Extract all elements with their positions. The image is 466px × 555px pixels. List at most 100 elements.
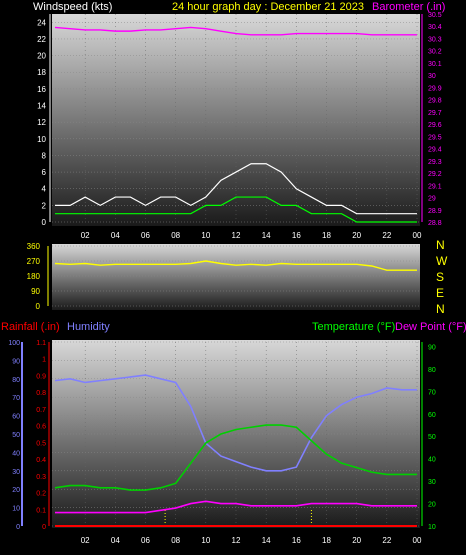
- compass-label-3: E: [436, 286, 444, 300]
- humidity-y-tick-5: 50: [12, 432, 20, 439]
- temp-x-tick-2: 06: [141, 536, 150, 545]
- temp-x-tick-8: 18: [322, 536, 331, 545]
- rain-y-tick-4: 0.4: [36, 457, 46, 464]
- humidity-y-tick-2: 20: [12, 487, 20, 494]
- temp-x-tick-9: 20: [352, 536, 361, 545]
- direction-y-tick-2: 180: [27, 272, 41, 281]
- rain-y-tick-3: 0.3: [36, 474, 46, 481]
- wind-x-tick-1: 04: [111, 231, 120, 240]
- baro-y-tick-14: 30.2: [428, 49, 442, 56]
- temp-x-tick-6: 14: [262, 536, 271, 545]
- temp-x-tick-7: 16: [292, 536, 301, 545]
- compass-label-1: W: [436, 254, 448, 268]
- temp-x-tick-0: 02: [81, 536, 90, 545]
- wind-x-tick-7: 16: [292, 231, 301, 240]
- ylabel-windspeed: Windspeed (kts): [33, 1, 112, 13]
- temp-y-tick-1: 20: [428, 502, 436, 509]
- temp-x-tick-1: 04: [111, 536, 120, 545]
- wind-y-tick-4: 8: [42, 151, 47, 160]
- rain-y-tick-8: 0.8: [36, 390, 46, 397]
- temp-x-tick-11: 00: [413, 536, 422, 545]
- baro-y-tick-16: 30.4: [428, 24, 442, 31]
- wind-x-tick-10: 22: [382, 231, 391, 240]
- temp-x-tick-3: 08: [171, 536, 180, 545]
- direction-y-tick-1: 90: [31, 287, 40, 296]
- wind-y-tick-7: 14: [37, 102, 46, 111]
- direction-series: [54, 260, 417, 271]
- ylabel-barometer: Barometer (.in): [372, 1, 445, 13]
- wind-y-tick-12: 24: [37, 18, 46, 27]
- wind-x-tick-4: 10: [201, 231, 210, 240]
- ylabel-dewpoint: Dew Point (°F): [395, 321, 466, 333]
- humidity-y-tick-6: 60: [12, 414, 20, 421]
- wind-x-tick-8: 18: [322, 231, 331, 240]
- rain-y-tick-2: 0.2: [36, 491, 46, 498]
- temp-y-tick-2: 30: [428, 479, 436, 486]
- series-temperature: [54, 424, 417, 491]
- wind-y-tick-0: 0: [42, 218, 47, 227]
- rain-y-tick-0: 0: [42, 524, 46, 531]
- compass-label-0: N: [436, 238, 445, 252]
- direction-y-tick-0: 0: [36, 302, 41, 311]
- ylabel-humidity: Humidity: [67, 321, 110, 333]
- wind-x-tick-11: 00: [413, 231, 422, 240]
- baro-y-ticks: 28.8 28.9 29 29.1 29.2 29.3 29.4 29.5 29.6 29.7 29…: [421, 12, 442, 227]
- wind-x-tick-0: 02: [81, 231, 90, 240]
- temp-y-tick-5: 60: [428, 412, 436, 419]
- baro-y-tick-1: 28.9: [428, 208, 442, 215]
- temp-x-tick-10: 22: [382, 536, 391, 545]
- wind-y-tick-9: 18: [37, 68, 46, 77]
- series-dew-point: [55, 500, 417, 514]
- wind-y-tick-8: 16: [37, 85, 46, 94]
- baro-y-tick-7: 29.5: [428, 134, 442, 141]
- temp-y-tick-0: 10: [428, 524, 436, 531]
- baro-y-tick-5: 29.3: [428, 159, 442, 166]
- wind-y-tick-1: 2: [42, 201, 47, 210]
- direction-panel-background: [52, 244, 420, 310]
- baro-y-tick-9: 29.7: [428, 110, 442, 117]
- direction-panel-grid: [52, 245, 420, 307]
- series-wind-direction: [54, 260, 417, 271]
- baro-y-tick-3: 29.1: [428, 183, 442, 190]
- compass-label-4: N: [436, 302, 445, 316]
- temp-x-tick-5: 12: [232, 536, 241, 545]
- temp-y-tick-3: 40: [428, 457, 436, 464]
- humidity-y-tick-1: 10: [12, 506, 20, 513]
- compass-label-2: S: [436, 270, 444, 284]
- humidity-y-tick-3: 30: [12, 469, 20, 476]
- rain-y-ticks: 0 0.1 0.2 0.3 0.4 0.5 0.6 0.7 0.8 0.9 1 1.1: [36, 340, 50, 531]
- rain-y-tick-6: 0.6: [36, 424, 46, 431]
- rain-y-tick-5: 0.5: [36, 440, 46, 447]
- wind-y-tick-5: 10: [37, 135, 46, 144]
- wind-series: [54, 26, 417, 223]
- baro-y-tick-15: 30.3: [428, 36, 442, 43]
- humidity-y-tick-4: 40: [12, 450, 20, 457]
- wind-x-ticks: 02 04 06 08 10 12 14 16 18 20 22 00: [81, 231, 422, 240]
- wind-x-tick-6: 14: [262, 231, 271, 240]
- temp-y-tick-7: 80: [428, 367, 436, 374]
- temp-series: [54, 374, 417, 527]
- rain-y-tick-1: 0.1: [36, 507, 46, 514]
- rain-y-tick-9: 0.9: [36, 373, 46, 380]
- temp-y-ticks: 10 20 30 40 50 60 70 80 90: [421, 342, 436, 531]
- chart-title: 24 hour graph day : December 21 2023: [172, 1, 364, 13]
- direction-y-tick-4: 360: [27, 242, 41, 251]
- baro-y-tick-13: 30.1: [428, 61, 442, 68]
- humidity-y-ticks: 0 10 20 30 40 50 60 70 80 90 100: [8, 340, 23, 531]
- temp-panel-grid: [52, 341, 420, 527]
- wind-y-tick-2: 4: [42, 185, 47, 194]
- baro-y-tick-0: 28.8: [428, 220, 442, 227]
- ylabel-rainfall: Rainfall (.in): [1, 321, 60, 333]
- baro-y-tick-2: 29: [428, 196, 436, 203]
- temp-y-tick-4: 50: [428, 434, 436, 441]
- baro-y-tick-10: 29.8: [428, 98, 442, 105]
- wind-y-tick-6: 12: [37, 118, 46, 127]
- wind-x-tick-2: 06: [141, 231, 150, 240]
- humidity-y-tick-0: 0: [16, 524, 20, 531]
- temp-x-ticks: 02 04 06 08 10 12 14 16 18 20 22 00: [81, 536, 422, 545]
- direction-y-ticks: 0 90 180 270 360: [27, 242, 49, 311]
- baro-y-tick-8: 29.6: [428, 122, 442, 129]
- baro-y-tick-4: 29.2: [428, 171, 442, 178]
